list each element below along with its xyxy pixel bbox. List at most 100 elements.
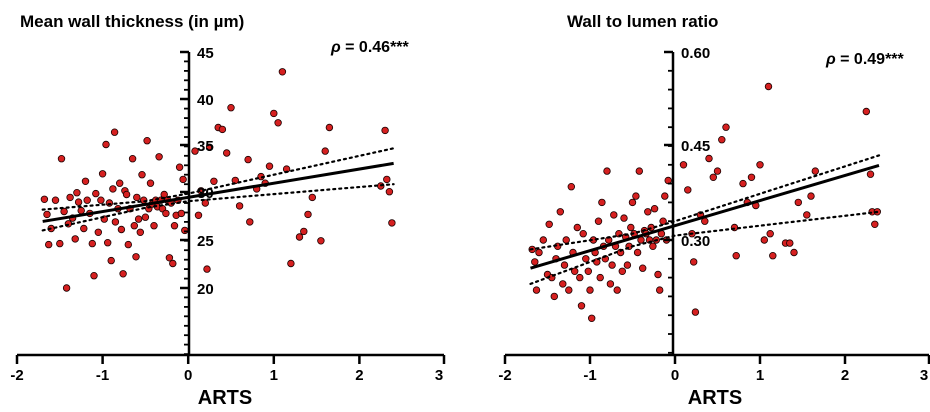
panel2-point [732,251,740,260]
panel1-point [103,238,112,247]
panel1-x-tick-label: 3 [435,367,443,384]
panel1-point [80,224,88,233]
panel2-point [610,211,618,219]
panel1-point [136,228,144,236]
panel2-point [644,208,652,216]
panel1-point [51,196,60,204]
panel2-point [633,248,642,257]
panel1-point [385,187,394,196]
panel1-point [177,209,186,218]
panel2-point [613,286,621,294]
panel1-point [128,154,137,163]
panel2-xlabel: ARTS [688,387,742,409]
panel2-point [794,198,802,207]
panel2-point [565,286,573,294]
panel2-rho-value: = 0.49*** [836,51,905,68]
panel1-points [40,68,396,292]
panel1-point [191,147,199,155]
panel1-point [119,270,127,278]
panel1-point [77,206,85,215]
panel1-point [317,237,325,245]
panel1-ci-lower [41,183,395,232]
panel2-point [588,314,596,322]
panel2-point [866,170,875,178]
panel1-point [141,213,150,221]
panel2-point [584,267,592,275]
panel1-point [74,198,83,206]
panel1-point [295,233,304,241]
panel2-point [628,198,637,207]
panel2-point [786,239,794,247]
panel2-point [603,167,611,175]
panel1-point [246,218,254,226]
panel2-point [598,198,606,207]
panel2-x-tick-label: 3 [920,367,928,384]
panel1-point [278,68,287,76]
panel1-rho-value: = 0.46*** [341,39,410,56]
panel1-point [270,109,278,118]
panel1-point [304,210,312,219]
panel2-point [531,258,539,266]
panel1-point [146,179,155,187]
panel2-point [573,223,581,232]
panel1-point [110,128,119,136]
panel1-point [143,136,151,145]
panel2-point [659,217,667,225]
panel2-point [807,192,815,200]
panel2-point [577,302,586,310]
panel2-point [656,286,664,294]
panel1-point [194,211,203,219]
panel1-point [170,221,179,230]
panel1-point [201,199,209,207]
panel2-point [532,286,541,294]
panel1-point [102,140,110,149]
panel2-point [627,223,635,232]
panel1-y-tick-label: 40 [197,92,214,109]
panel2-point [545,220,553,228]
panel1-point [222,149,231,157]
panel1-point [300,227,308,236]
panel2-point [684,186,692,194]
panel1-point [81,177,90,185]
panel1-point [115,179,124,187]
panel1-point [94,228,102,236]
panel2-fit-lines [529,154,881,285]
panel2-point [690,258,698,266]
panel2-point [871,220,879,228]
panel2-point [760,236,768,244]
panel1-fit-lines [41,147,395,232]
panel1-point [60,207,68,216]
panel2-point [705,154,713,163]
panel2-y-tick-label: 0.30 [681,233,710,250]
panel1-point [107,256,115,265]
panel2-point [661,192,669,200]
panel2-ci-lower [529,210,881,285]
panel2-x-tick-label: -2 [498,367,511,384]
panel1-point [287,259,295,268]
panel1-x-tick-label: 2 [355,367,363,384]
panel2-points [528,82,881,322]
panel1-point [98,170,107,178]
panel1-point [90,272,98,280]
panel1-point [325,123,334,132]
panel1-axes: -2 -1 0 1 2 3 20 25 30 35 40 45 [10,45,446,384]
panel2-point [582,255,590,263]
panel1-x-tick-label: 1 [270,367,278,384]
panel1-point [235,202,244,210]
panel2-point [747,173,756,181]
panel1-point [97,196,105,204]
panel1-point [134,215,143,223]
panel2-point [811,167,819,175]
panel1-point [218,125,227,134]
panel2-point [562,236,570,244]
panel1-point [169,259,177,268]
panel1-point [66,193,74,202]
panel1-point [227,103,235,112]
panel2-point [803,211,811,219]
panel1-rho-annotation: ρ = 0.46*** [330,39,410,56]
panel2-point [691,308,700,316]
panel1-point [92,189,100,198]
panel1-x-tick-label: -2 [10,367,23,384]
panel2-point [654,270,662,279]
panel2-point [649,242,657,250]
